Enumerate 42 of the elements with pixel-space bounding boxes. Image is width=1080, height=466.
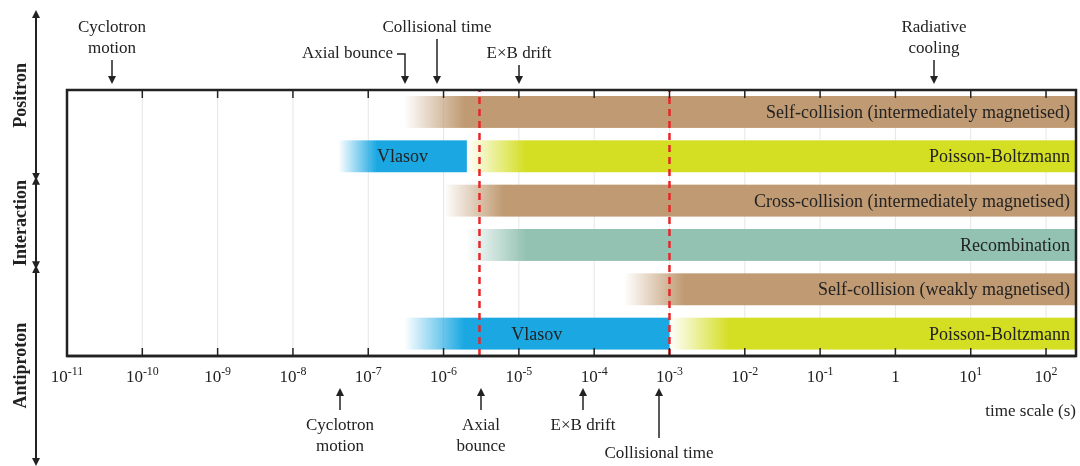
text: Collisional time (604, 443, 714, 462)
x-tick-label: 10$^{-8}$ (279, 364, 307, 386)
x-tick-label: 1 (891, 367, 900, 386)
x-tick-label: 10$^{-5}$ (505, 364, 533, 386)
text: E×B drift (550, 415, 616, 434)
x-tick-label: 10$^{-7}$ (354, 364, 382, 386)
data-label: Cross-collision (intermediately magnetised) (754, 190, 1070, 212)
x-tick-label: 10$^{1}$ (959, 364, 983, 386)
x-tick-label: 10$^{-6}$ (430, 364, 458, 386)
x-tick-label: 10$^{-10}$ (125, 364, 159, 386)
x-tick-label: 10$^{2}$ (1034, 364, 1058, 386)
bar (466, 140, 1076, 173)
data-label: Recombination (960, 234, 1070, 255)
data-label: Self-collision (weakly magnetised) (818, 279, 1070, 301)
text: Axial bounce (456, 415, 506, 455)
data-label: Poisson-Boltzmann (928, 146, 1070, 167)
data-label: Poisson-Boltzmann (928, 323, 1070, 344)
x-tick-label: 10$^{-11}$ (50, 364, 84, 386)
x-tick-label: 10$^{-1}$ (806, 364, 834, 386)
x-tick-label: 10$^{-3}$ (656, 364, 683, 386)
bar (404, 317, 670, 350)
bar (338, 140, 467, 173)
text: Radiative cooling (901, 17, 967, 57)
text: Axial bounce (301, 43, 393, 62)
text: Cyclotron motion (306, 415, 375, 455)
bar (404, 96, 1076, 128)
data-label: Self-collision (intermediately magnetised) (766, 101, 1070, 123)
bar (669, 317, 1076, 350)
text: Interaction (10, 180, 30, 266)
x-axis-title: time scale (s) (985, 401, 1076, 420)
text: Antiproton (10, 322, 30, 409)
x-tick-label: 10$^{-9}$ (204, 364, 232, 386)
bar (443, 184, 1076, 217)
bar (466, 229, 1076, 261)
text: Collisional time (382, 17, 492, 36)
text: Cyclotron motion (78, 17, 147, 57)
x-tick-label: 10$^{-4}$ (580, 364, 608, 386)
data-label: Vlasov (511, 323, 563, 344)
data-label: Vlasov (377, 146, 429, 167)
text: E×B drift (486, 43, 552, 62)
x-tick-label: 10$^{-2}$ (731, 364, 759, 386)
text: Positron (10, 63, 30, 128)
